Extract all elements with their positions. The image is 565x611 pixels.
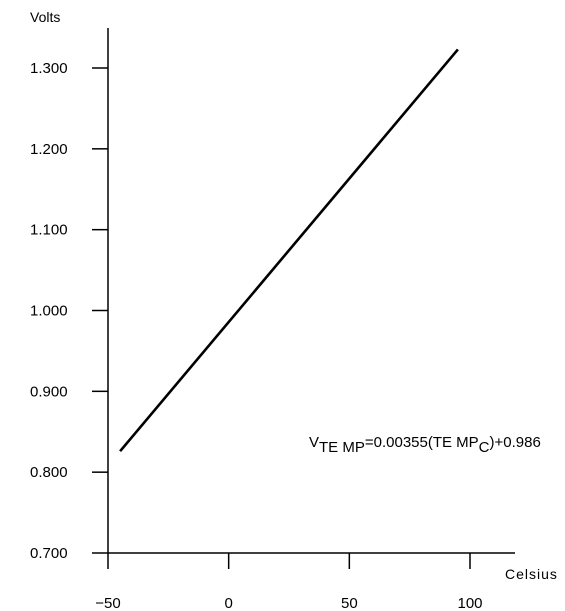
- formula-body: =0.00355(TE MP: [365, 434, 479, 451]
- formula-end: )+0.986: [490, 434, 541, 451]
- series-group: [119, 48, 459, 453]
- formula-v: V: [309, 434, 319, 451]
- y-tick-label: 0.700: [30, 545, 68, 562]
- axis-ticks: 0.700 0.800 0.900 1.000 1.100 1.200 1.300 −50 0 5…: [30, 60, 483, 611]
- y-axis-label: Volts: [30, 9, 60, 25]
- y-tick-label: 1.100: [30, 222, 68, 239]
- formula-annotation: VTE MP=0.00355(TE MPC)+0.986: [309, 434, 541, 456]
- y-tick-label: 0.900: [30, 383, 68, 400]
- y-tick-label: 0.800: [30, 464, 68, 481]
- y-tick-label: 1.300: [30, 60, 68, 77]
- y-tick-label: 1.200: [30, 141, 68, 158]
- x-tick-label: 0: [224, 595, 232, 611]
- x-tick-label: 50: [341, 595, 358, 611]
- series-line: [119, 48, 459, 453]
- x-tick-label: −50: [95, 595, 120, 611]
- formula-sub-c: C: [479, 439, 490, 456]
- x-tick-label: 100: [457, 595, 482, 611]
- y-tick-label: 1.000: [30, 303, 68, 320]
- x-axis-label: Celsius: [505, 566, 558, 582]
- formula-sub-temp: TE MP: [319, 439, 365, 456]
